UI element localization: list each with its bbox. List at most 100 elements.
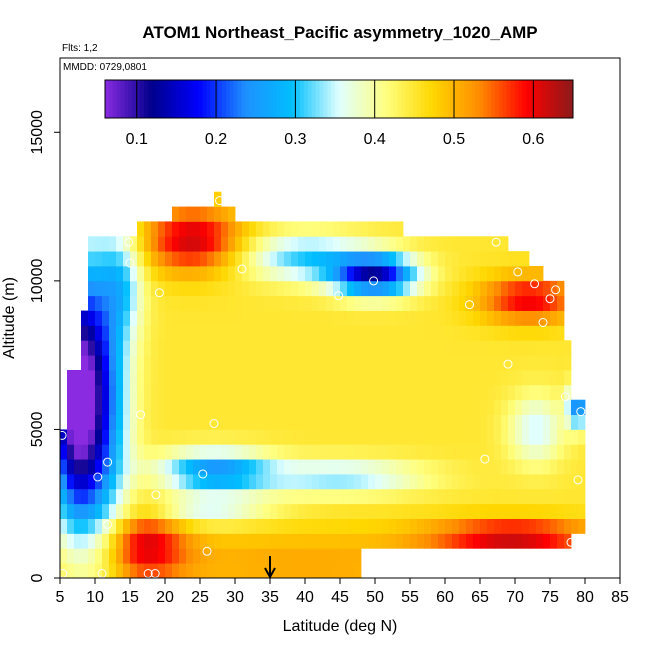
heat-cell [326,280,334,297]
heat-cell [340,266,348,282]
heat-cell [74,414,82,430]
heat-cell [186,563,194,579]
heat-cell [354,325,362,341]
heat-cell [361,325,369,341]
heat-cell [221,384,229,401]
colorbar-tick-label: 0.2 [205,131,227,148]
colorbar-swatch [136,80,141,118]
heat-cell [158,221,166,237]
heat-cell [389,474,397,490]
heat-cell [445,474,453,490]
heat-cell [522,459,530,475]
heat-cell [354,399,362,415]
heat-cell [361,355,369,371]
heat-cell [466,444,474,460]
heat-cell [312,266,320,282]
heat-cell [102,414,110,430]
heat-cell [487,414,495,430]
heat-cell [95,236,103,252]
heat-cell [277,474,285,490]
heat-cell [410,429,418,445]
colorbar-swatch [249,80,254,118]
heat-cell [452,414,460,430]
heat-cell [480,414,488,430]
heat-cell [151,488,159,505]
heat-cell [165,384,173,401]
heat-cell [501,429,509,445]
x-tick-label: 25 [191,589,209,606]
heat-cell [522,414,530,430]
heat-cell [501,295,509,311]
colorbar-swatch [261,80,266,118]
heat-cell [347,399,355,415]
heat-cell [375,518,383,534]
heat-cell [417,310,425,326]
heat-cell [487,251,495,267]
heat-cell [102,563,110,579]
heat-cell [123,340,131,356]
heat-cell [270,399,278,415]
heat-cell [445,518,453,534]
heat-cell [403,355,411,371]
heat-cell [207,370,215,386]
heat-cell [277,251,285,267]
heat-cell [312,310,320,326]
heat-cell [291,310,299,326]
heat-cell [312,548,320,564]
heat-cell [249,533,257,549]
heat-cell [74,384,82,401]
heat-cell [109,518,117,534]
heat-cell [102,444,110,460]
heat-cell [151,325,159,341]
heat-cell [466,474,474,490]
heat-cell [298,295,306,311]
heat-cell [172,221,180,237]
heat-cell [172,384,180,401]
heat-cell [557,280,565,297]
heat-cell [95,399,103,415]
heat-cell [361,518,369,534]
heat-cell [270,459,278,475]
heat-cell [375,251,383,267]
heat-cell [508,533,516,549]
heat-cell [389,355,397,371]
heat-cell [200,444,208,460]
heat-cell [235,221,243,237]
heat-cell [340,236,348,252]
heat-cell [550,280,558,297]
heat-cell [256,280,264,297]
heat-cell [431,355,439,371]
heat-cell [305,518,313,534]
heat-cell [557,518,565,534]
colorbar-swatch [522,80,527,118]
heat-cell [508,429,516,445]
colorbar-swatch [491,80,496,118]
heat-cell [249,503,257,519]
heat-cell [123,459,131,475]
heat-cell [347,280,355,297]
heat-cell [165,399,173,415]
heat-cell [165,488,173,505]
heat-cell [298,474,306,490]
heat-cell [578,429,586,445]
heat-cell [375,429,383,445]
heat-cell [410,325,418,341]
heat-cell [403,503,411,519]
colorbar-swatch [440,80,445,118]
heat-cell [214,280,222,297]
heat-cell [354,414,362,430]
heat-cell [319,533,327,549]
heat-cell [403,370,411,386]
heat-cell [151,384,159,401]
heat-cell [116,325,124,341]
heat-cell [193,355,201,371]
observation-point [237,264,247,274]
heat-cell [298,236,306,252]
heat-cell [473,251,481,267]
heat-cell [165,325,173,341]
heat-cell [466,340,474,356]
heat-cell [375,310,383,326]
heat-cell [284,488,292,505]
heat-cell [172,414,180,430]
heat-cell [431,488,439,505]
